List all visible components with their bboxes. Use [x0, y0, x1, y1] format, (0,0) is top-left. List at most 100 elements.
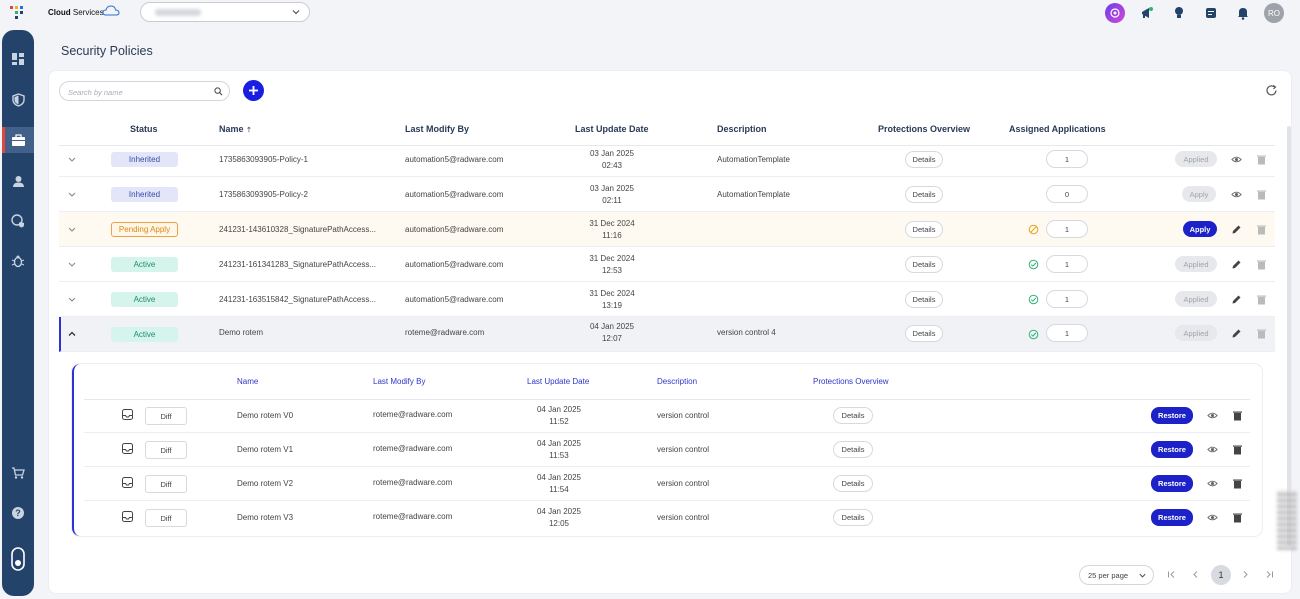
pending-sync-icon [1028, 224, 1039, 235]
last-page-icon[interactable] [1262, 567, 1276, 581]
add-policy-button[interactable] [243, 80, 264, 101]
chevron-down-icon[interactable] [67, 294, 77, 304]
details-button[interactable]: Details [905, 291, 943, 308]
inbox-archive-icon[interactable] [121, 408, 134, 421]
prev-page-icon[interactable] [1188, 567, 1202, 581]
table-row[interactable]: Active 241231-161341283_SignaturePathAcc… [59, 247, 1275, 282]
chevron-down-icon[interactable] [67, 189, 77, 199]
pencil-icon[interactable] [1231, 224, 1242, 235]
inbox-archive-icon[interactable] [121, 442, 134, 455]
table-scrollbar[interactable] [1287, 126, 1291, 546]
search-box[interactable] [59, 81, 230, 101]
sidebar-item-threats[interactable] [2, 248, 34, 274]
modified-by: automation5@radware.com [405, 225, 504, 234]
details-button[interactable]: Details [905, 325, 943, 342]
assigned-count[interactable]: 1 [1046, 220, 1088, 238]
first-page-icon[interactable] [1164, 567, 1178, 581]
page-number-current[interactable]: 1 [1211, 565, 1231, 585]
trash-icon[interactable] [1232, 478, 1243, 489]
chevron-up-icon[interactable] [67, 329, 77, 339]
sidebar-item-geo[interactable] [2, 208, 34, 234]
table-row[interactable]: Pending Apply 241231-143610328_Signature… [59, 212, 1275, 247]
next-page-icon[interactable] [1238, 567, 1252, 581]
pencil-icon[interactable] [1231, 259, 1242, 270]
table-row[interactable]: Inherited 1735863093905-Policy-1 automat… [59, 142, 1275, 177]
details-button[interactable]: Details [833, 475, 873, 492]
table-row-expanded[interactable]: Active Demo rotem roteme@radware.com 04 … [59, 317, 1275, 352]
assigned-count[interactable]: 1 [1046, 150, 1088, 168]
details-button[interactable]: Details [905, 256, 943, 273]
inbox-archive-icon[interactable] [121, 510, 134, 523]
assigned-count[interactable]: 0 [1046, 185, 1088, 203]
column-header-modified-by[interactable]: Last Modify By [405, 124, 470, 134]
details-button[interactable]: Details [833, 441, 873, 458]
table-row[interactable]: Active 241231-163515842_SignaturePathAcc… [59, 282, 1275, 317]
assigned-count[interactable]: 1 [1046, 255, 1088, 273]
details-button[interactable]: Details [833, 407, 873, 424]
details-button[interactable]: Details [905, 186, 943, 203]
chevron-down-icon[interactable] [67, 224, 77, 234]
trash-icon [1257, 190, 1266, 200]
details-button[interactable]: Details [833, 509, 873, 526]
search-input[interactable] [68, 86, 208, 98]
diff-button[interactable]: Diff [145, 509, 187, 527]
details-button[interactable]: Details [905, 151, 943, 168]
sidebar-item-help[interactable]: ? [2, 500, 34, 526]
tips-button[interactable] [1168, 2, 1190, 24]
modified-by: automation5@radware.com [405, 190, 504, 199]
version-row: Diff Demo rotem V0 roteme@radware.com 04… [84, 399, 1250, 433]
user-avatar[interactable]: RO [1264, 3, 1284, 23]
apply-button[interactable]: Apply [1183, 221, 1217, 237]
ai-assistant-icon [1105, 3, 1125, 23]
details-button[interactable]: Details [905, 221, 943, 238]
column-header-name[interactable]: Name ⇡ [219, 124, 252, 134]
update-date-day: 03 Jan 2025 [589, 184, 635, 193]
column-header-update-date[interactable]: Last Update Date [575, 124, 649, 134]
restore-button[interactable]: Restore [1151, 441, 1193, 458]
restore-button[interactable]: Restore [1151, 509, 1193, 526]
trash-icon[interactable] [1232, 444, 1243, 455]
eye-icon[interactable] [1207, 512, 1218, 523]
diff-button[interactable]: Diff [145, 407, 187, 425]
ai-assistant-button[interactable] [1104, 2, 1126, 24]
diff-button[interactable]: Diff [145, 475, 187, 493]
sidebar-item-users[interactable] [2, 168, 34, 194]
version-row: Diff Demo rotem V2 roteme@radware.com 04… [84, 467, 1250, 501]
sidebar-item-security-policies[interactable] [2, 127, 34, 153]
eye-icon[interactable] [1231, 154, 1242, 165]
column-header-description[interactable]: Description [717, 124, 767, 134]
column-header-assigned[interactable]: Assigned Applications [1009, 124, 1106, 134]
restore-button[interactable]: Restore [1151, 475, 1193, 492]
assigned-count[interactable]: 1 [1046, 324, 1088, 342]
app-grid-logo-icon[interactable] [9, 5, 27, 21]
diff-button[interactable]: Diff [145, 441, 187, 459]
notifications-button[interactable] [1232, 2, 1254, 24]
trash-icon[interactable] [1232, 512, 1243, 523]
assigned-count[interactable]: 1 [1046, 290, 1088, 308]
refresh-icon[interactable] [1265, 84, 1278, 97]
pencil-icon[interactable] [1231, 328, 1242, 339]
sidebar-item-logout[interactable] [2, 544, 34, 574]
tenant-select[interactable] [140, 2, 310, 22]
pencil-icon[interactable] [1231, 294, 1242, 305]
sidebar-item-marketplace[interactable] [2, 460, 34, 486]
table-row[interactable]: Inherited 1735863093905-Policy-2 automat… [59, 177, 1275, 212]
sidebar-item-protection[interactable] [2, 87, 34, 113]
eye-icon[interactable] [1207, 444, 1218, 455]
notes-button[interactable] [1200, 2, 1222, 24]
trash-icon[interactable] [1232, 410, 1243, 421]
eye-icon[interactable] [1207, 410, 1218, 421]
column-header-protections[interactable]: Protections Overview [878, 124, 971, 134]
eye-icon[interactable] [1231, 189, 1242, 200]
per-page-select[interactable]: 25 per page [1079, 565, 1154, 585]
eye-icon[interactable] [1207, 478, 1218, 489]
version-date-day: 04 Jan 2025 [536, 473, 582, 482]
chevron-down-icon[interactable] [67, 154, 77, 164]
search-icon[interactable] [214, 87, 223, 96]
inbox-archive-icon[interactable] [121, 476, 134, 489]
restore-button[interactable]: Restore [1151, 407, 1193, 424]
chevron-down-icon[interactable] [67, 259, 77, 269]
column-header-status[interactable]: Status [130, 124, 158, 134]
sidebar-item-dashboard[interactable] [2, 46, 34, 72]
announcements-button[interactable] [1136, 2, 1158, 24]
